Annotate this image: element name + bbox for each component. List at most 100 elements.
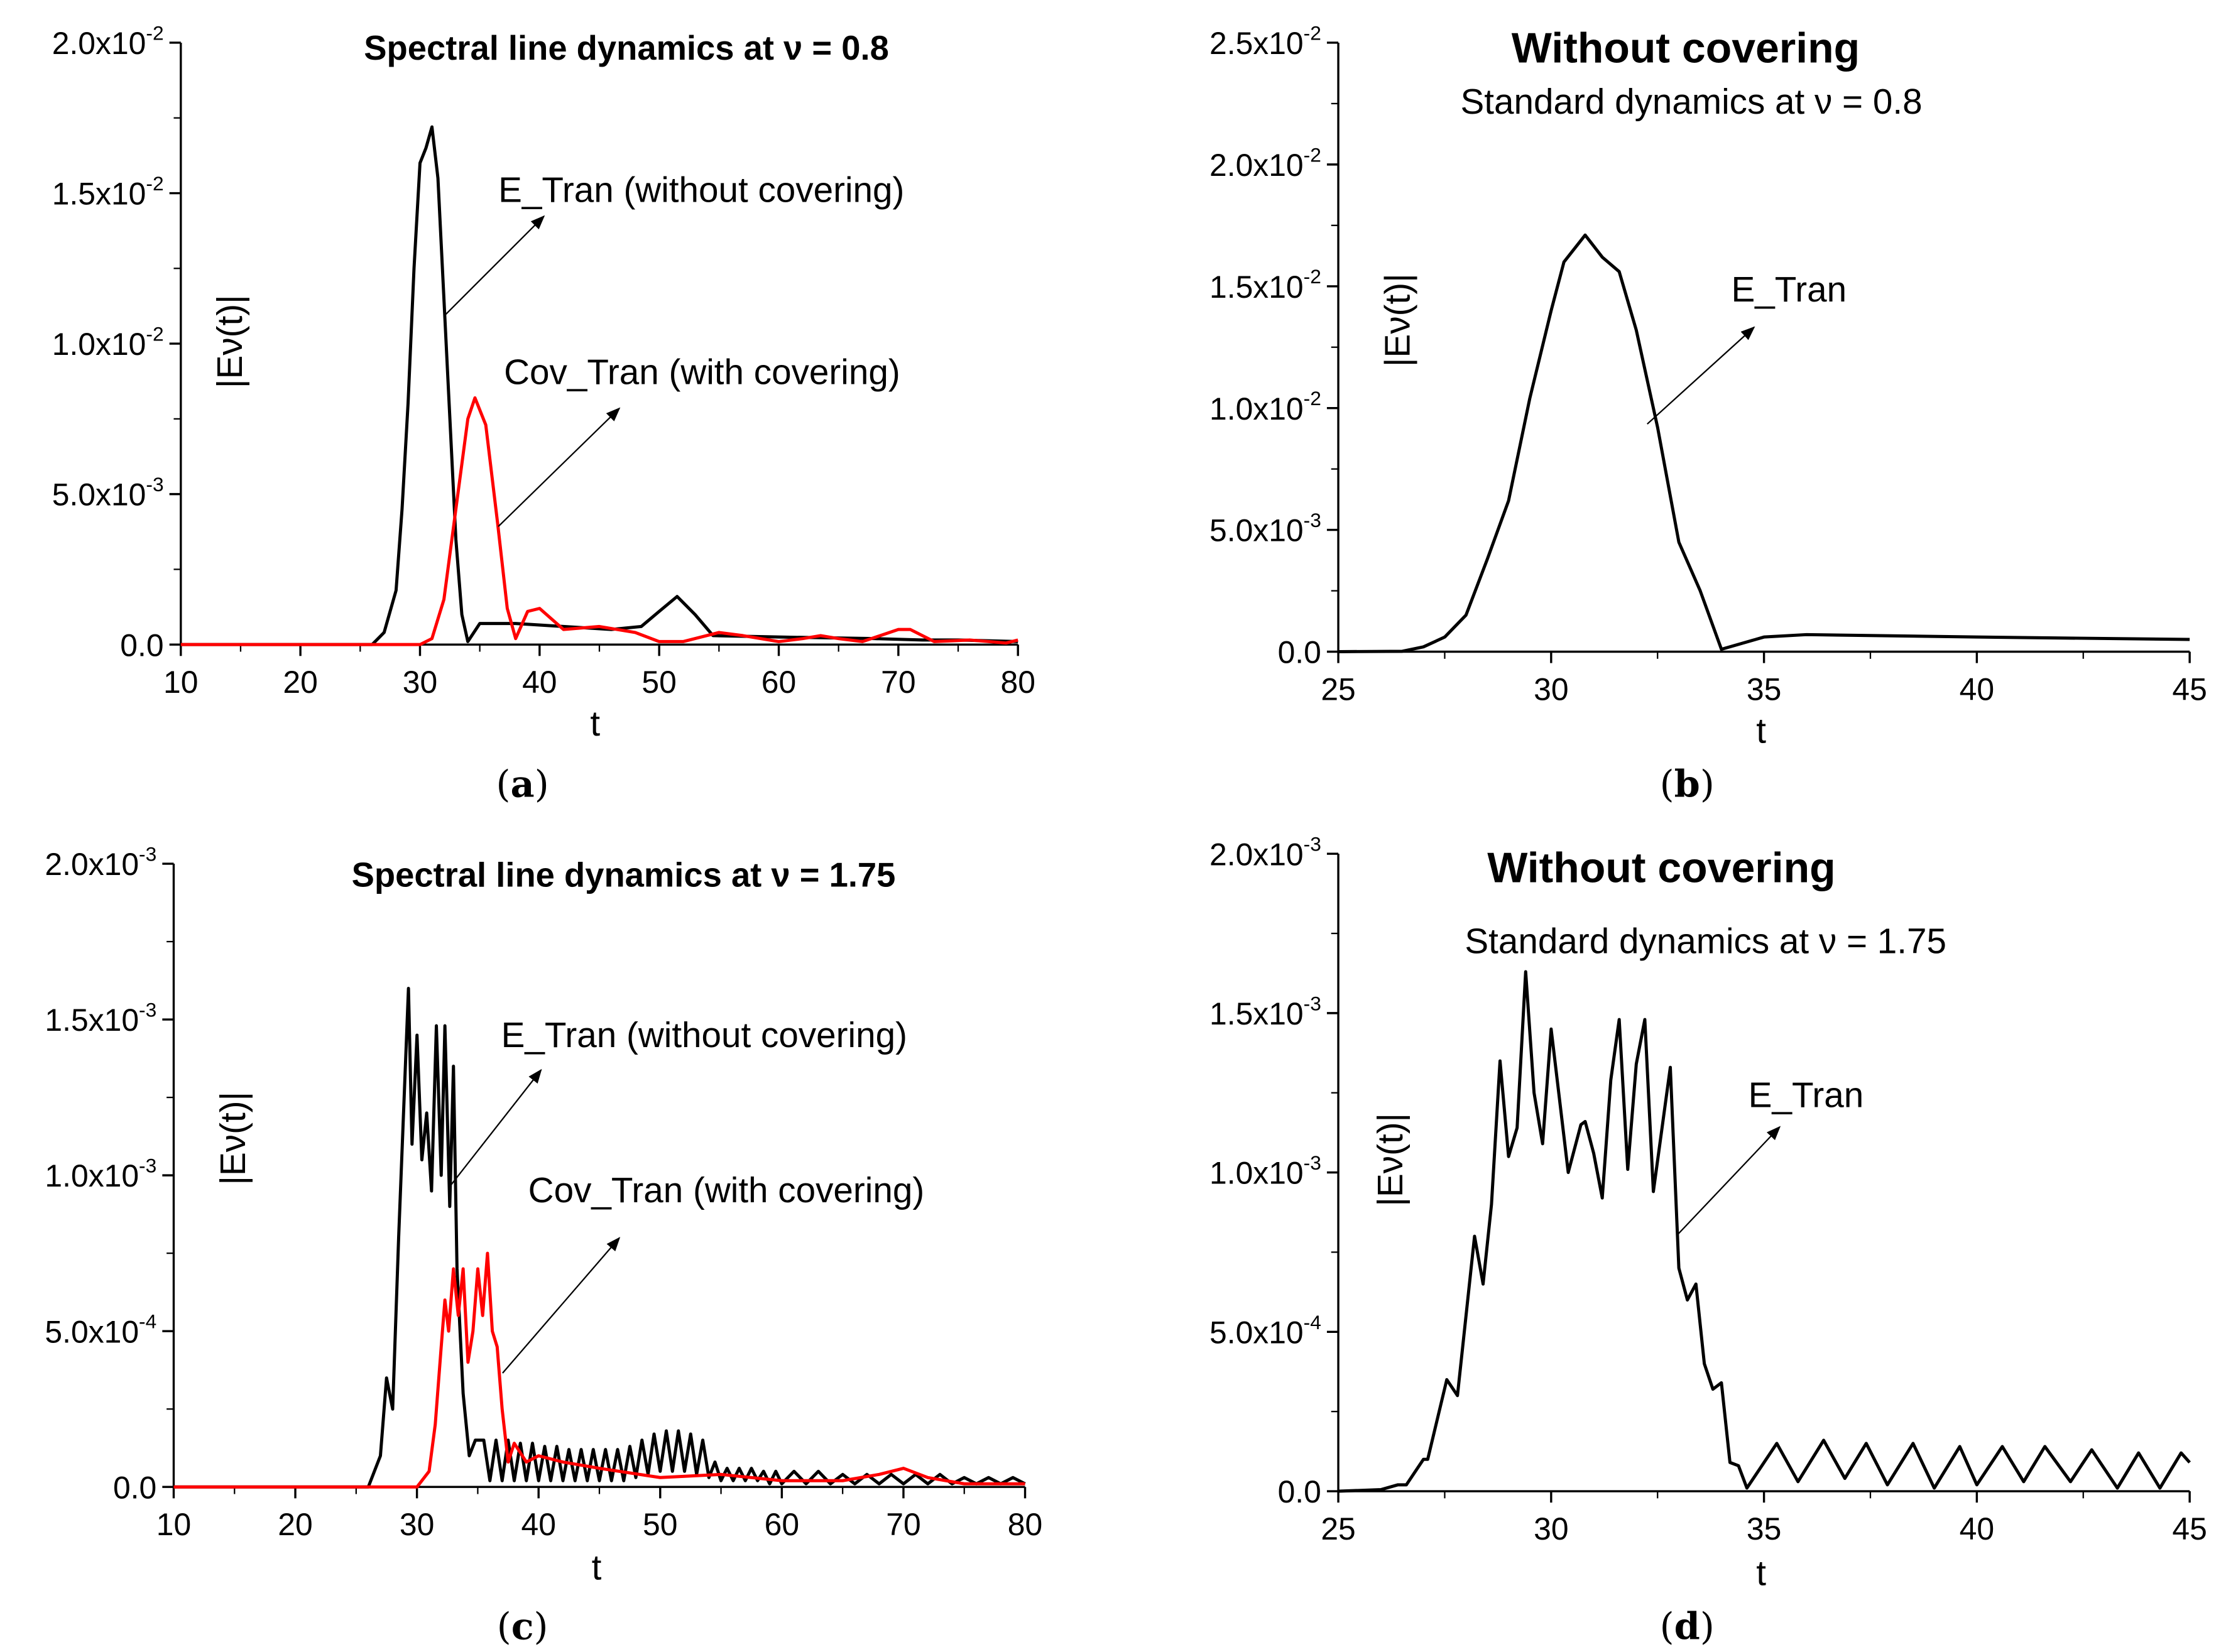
y-tick-mantissa: 1.0x10	[1209, 391, 1304, 427]
series-line-e-tran	[173, 986, 1026, 1489]
annotation-arrow	[498, 407, 621, 527]
x-tick-label: 30	[403, 665, 437, 700]
x-tick-label: 40	[521, 1507, 555, 1542]
y-tick-mantissa: 0.0	[1278, 635, 1321, 670]
series-line-e-tran	[1338, 970, 2191, 1493]
y-tick-mantissa: 1.5x10	[52, 177, 146, 212]
x-axis-label: t	[592, 1548, 602, 1587]
panel-b: 25 30 35 40 450.05.0x10-31.0x10-21.5x10-22.0…	[1209, 21, 2207, 805]
panel-c: 10 20 30 40 50 60 70 800.05.0x10-41.0x10-31.5x1…	[45, 843, 1042, 1648]
x-tick-label: 10	[163, 665, 198, 700]
series-line-e-tran	[180, 125, 1018, 646]
caption-letter: b	[1674, 763, 1700, 806]
y-tick-mantissa: 2.0x10	[1209, 148, 1304, 183]
y-tick-label: 0.0	[1278, 1474, 1321, 1509]
x-tick-label: 50	[641, 665, 676, 700]
y-tick-label: 5.0x10-3	[1209, 509, 1321, 548]
panel-a: 10 20 30 40 50 60 70 800.05.0x10-31.0x10-21.5x1…	[52, 21, 1035, 805]
x-tick-label: 10	[156, 1507, 191, 1542]
y-tick-label: 0.0	[120, 628, 163, 663]
annotation-arrow	[444, 215, 545, 317]
series-line-cov-tran	[180, 396, 1018, 646]
y-tick-exponent: -2	[1304, 265, 1321, 288]
annotation-label: Cov_Tran (with covering)	[504, 353, 900, 393]
y-tick-exponent: -3	[1304, 1151, 1321, 1174]
panel-caption: (c)	[497, 1605, 548, 1648]
panel-d: 25 30 35 40 450.05.0x10-41.0x10-31.5x10-32.0…	[1209, 833, 2207, 1648]
caption-paren: )	[535, 763, 549, 806]
y-tick-label: 5.0x10-4	[45, 1310, 156, 1350]
x-axis-label: t	[1756, 1554, 1766, 1594]
y-tick-exponent: -4	[139, 1310, 156, 1333]
y-tick-exponent: -3	[139, 999, 156, 1021]
y-tick-exponent: -2	[1304, 387, 1321, 410]
annotation-arrow	[502, 1237, 621, 1374]
x-tick-label: 40	[522, 665, 557, 700]
annotation-label: E_Tran (without covering)	[501, 1016, 907, 1055]
chart-title: Without covering	[1512, 24, 1860, 72]
x-tick-label: 80	[1000, 665, 1035, 700]
x-tick-label: 80	[1008, 1507, 1042, 1542]
panel-caption: (b)	[1660, 763, 1715, 806]
y-tick-label: 2.5x10-2	[1209, 21, 1321, 61]
y-tick-label: 1.5x10-2	[1209, 265, 1321, 305]
x-tick-label: 50	[643, 1507, 677, 1542]
caption-paren: (	[1660, 1605, 1674, 1648]
x-tick-label: 35	[1747, 1511, 1781, 1546]
y-tick-mantissa: 1.0x10	[45, 1158, 139, 1193]
y-tick-mantissa: 5.0x10	[1209, 513, 1304, 548]
y-tick-label: 0.0	[1278, 635, 1321, 670]
y-tick-label: 2.0x10-2	[52, 21, 164, 61]
y-tick-label: 1.5x10-2	[52, 172, 164, 212]
caption-paren: (	[1660, 763, 1674, 806]
x-axis-label: t	[1756, 711, 1766, 751]
caption-letter: d	[1674, 1605, 1700, 1648]
panel-caption: (d)	[1660, 1605, 1715, 1648]
y-tick-exponent: -3	[1304, 833, 1321, 856]
x-tick-label: 35	[1747, 672, 1781, 707]
y-tick-mantissa: 2.0x10	[45, 847, 139, 882]
x-tick-label: 40	[1960, 1511, 1994, 1546]
y-tick-exponent: -3	[1304, 992, 1321, 1014]
y-tick-label: 2.0x10-2	[1209, 143, 1321, 183]
y-tick-mantissa: 0.0	[1278, 1474, 1321, 1509]
y-tick-exponent: -4	[1304, 1311, 1321, 1334]
annotation-arrow	[447, 1068, 542, 1189]
x-tick-label: 60	[761, 665, 796, 700]
caption-paren: )	[534, 1605, 548, 1648]
panel-caption: (a)	[496, 763, 549, 806]
y-tick-mantissa: 0.0	[120, 628, 163, 663]
annotation-arrow	[1647, 326, 1755, 425]
y-tick-exponent: -2	[1304, 143, 1321, 166]
y-tick-mantissa: 1.0x10	[1209, 1156, 1304, 1191]
x-tick-label: 25	[1321, 1511, 1355, 1546]
series-line-cov-tran	[173, 1251, 1025, 1489]
chart-subtitle: Standard dynamics at ν = 0.8	[1460, 82, 1922, 122]
y-tick-mantissa: 1.5x10	[45, 1003, 139, 1038]
x-tick-label: 25	[1321, 672, 1355, 707]
y-tick-mantissa: 5.0x10	[52, 477, 146, 513]
x-tick-label: 40	[1960, 672, 1994, 707]
y-tick-mantissa: 2.5x10	[1209, 26, 1304, 61]
y-tick-label: 1.0x10-3	[45, 1155, 156, 1194]
y-tick-exponent: -3	[146, 473, 163, 496]
x-tick-label: 70	[886, 1507, 920, 1542]
y-tick-exponent: -3	[139, 843, 156, 866]
caption-letter: a	[511, 763, 535, 806]
y-tick-exponent: -2	[146, 172, 163, 195]
annotation-arrow	[1676, 1126, 1781, 1236]
x-axis-label: t	[590, 704, 600, 744]
y-tick-label: 1.0x10-3	[1209, 1151, 1321, 1191]
x-tick-label: 20	[283, 665, 317, 700]
y-axis-label: |Eν(t)|	[214, 1092, 253, 1185]
y-tick-mantissa: 2.0x10	[52, 26, 146, 61]
y-tick-mantissa: 2.0x10	[1209, 837, 1304, 872]
caption-paren: )	[1700, 1605, 1715, 1648]
y-tick-label: 1.0x10-2	[52, 323, 164, 362]
annotation-label: E_Tran	[1731, 270, 1847, 310]
chart-title: Spectral line dynamics at ν = 0.8	[364, 29, 889, 67]
y-axis-label: |Eν(t)|	[1378, 273, 1417, 367]
x-tick-label: 45	[2172, 1511, 2207, 1546]
y-axis-label: |Eν(t)|	[210, 295, 250, 388]
